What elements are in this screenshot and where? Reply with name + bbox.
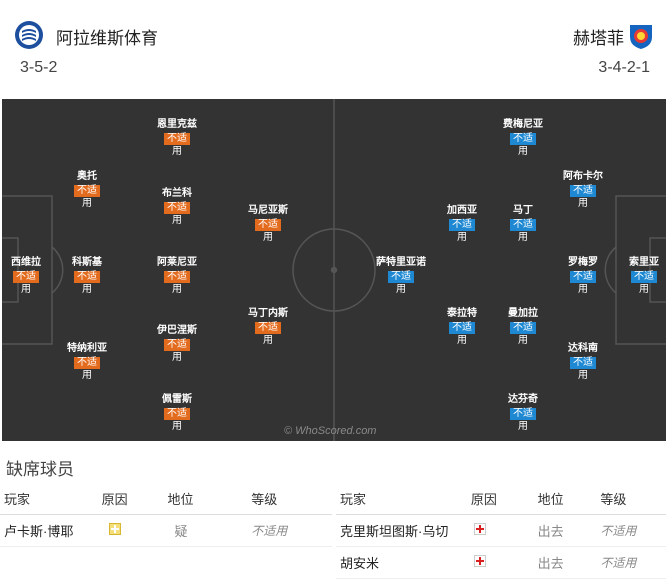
home-absent-table: 玩家 原因 地位 等级 卢卡斯·博耶 疑 不适用 [0, 482, 332, 547]
player-away-9[interactable]: 泰拉特 不适用 [447, 308, 477, 346]
player-home-3[interactable]: 特纳利亚 不适用 [67, 343, 107, 381]
pitch: 西维拉 不适用 奥托 不适用 科斯基 不适用 特纳利亚 不适用 恩里克兹 不适用 布兰科不… [2, 99, 666, 441]
player-away-3[interactable]: 达科南 不适用 [568, 343, 598, 381]
home-absent-header-row: 玩家 原因 地位 等级 [0, 482, 332, 515]
watermark: © WhoScored.com [284, 425, 377, 437]
absent-rating: 不适用 [599, 514, 666, 547]
away-formation: 3-4-2-1 [598, 59, 650, 76]
doubt-icon [108, 523, 121, 535]
col-rating: 等级 [250, 482, 332, 515]
reason-cell [100, 514, 167, 547]
player-home-5[interactable]: 布兰科 不适用 [162, 188, 192, 226]
player-home-2[interactable]: 科斯基 不适用 [72, 257, 102, 295]
absent-rating: 不适用 [599, 546, 666, 579]
col-status: 地位 [166, 482, 251, 515]
absent-players-title: 缺席球员 [6, 460, 74, 479]
absent-player-name[interactable]: 胡安米 [336, 546, 470, 579]
absent-status: 出去 [536, 514, 600, 547]
pitch-lines [2, 99, 666, 441]
player-away-4[interactable]: 费梅尼亚 不适用 [503, 119, 543, 157]
reason-cell [469, 514, 537, 547]
absent-status: 疑 [166, 514, 251, 547]
player-away-1[interactable]: 阿布卡尔 不适用 [563, 171, 603, 209]
away-team-name[interactable]: 赫塔菲 [573, 29, 624, 48]
col-reason: 原因 [100, 482, 167, 515]
col-rating: 等级 [599, 482, 666, 515]
getafe-crest-icon [630, 25, 652, 49]
col-reason: 原因 [469, 482, 537, 515]
player-away-0[interactable]: 索里亚 不适用 [629, 257, 659, 295]
player-away-8[interactable]: 加西亚 不适用 [447, 205, 477, 243]
player-away-10[interactable]: 萨特里亚诺 不适用 [376, 257, 426, 295]
col-player: 玩家 [336, 482, 470, 515]
col-player: 玩家 [0, 482, 101, 515]
injury-icon [473, 555, 486, 567]
injury-icon [473, 523, 486, 535]
absent-player-name[interactable]: 卢卡斯·博耶 [0, 514, 101, 547]
table-row: 卢卡斯·博耶 疑 不适用 [0, 514, 332, 547]
absent-rating: 不适用 [250, 514, 332, 547]
table-row: 胡安米 出去 不适用 [336, 546, 666, 579]
col-status: 地位 [536, 482, 600, 515]
player-home-0[interactable]: 西维拉 不适用 [11, 257, 41, 295]
player-home-7[interactable]: 伊巴涅斯 不适用 [157, 325, 197, 363]
home-formation: 3-5-2 [20, 59, 58, 76]
absent-status: 出去 [536, 546, 600, 579]
away-absent-header-row: 玩家 原因 地位 等级 [336, 482, 666, 515]
player-away-6[interactable]: 曼加拉 不适用 [508, 308, 538, 346]
player-away-7[interactable]: 达芬奇 不适用 [508, 394, 538, 432]
match-header: 阿拉维斯体育 3-5-2 赫塔菲 3-4-2-1 [0, 0, 668, 98]
player-home-6[interactable]: 阿莱尼亚 不适用 [157, 257, 197, 295]
reason-cell [469, 546, 537, 579]
player-away-2[interactable]: 罗梅罗 不适用 [568, 257, 598, 295]
player-home-4[interactable]: 恩里克兹 不适用 [157, 119, 197, 157]
player-away-5[interactable]: 马丁 不适用 [493, 204, 553, 244]
away-absent-table: 玩家 原因 地位 等级 克里斯坦图斯·乌切 出去 不适用 胡安米 出去 不适用 [336, 482, 666, 579]
player-home-8[interactable]: 佩雷斯 不适用 [162, 394, 192, 432]
absent-player-name[interactable]: 克里斯坦图斯·乌切 [336, 514, 470, 547]
player-home-9[interactable]: 马尼亚斯 不适用 [248, 205, 288, 243]
table-row: 克里斯坦图斯·乌切 出去 不适用 [336, 514, 666, 547]
player-home-10[interactable]: 马丁内斯 不适用 [248, 308, 288, 346]
player-home-1[interactable]: 奥托 不适用 [57, 170, 117, 210]
home-team-name[interactable]: 阿拉维斯体育 [56, 29, 158, 48]
alaves-crest-icon [15, 21, 43, 49]
